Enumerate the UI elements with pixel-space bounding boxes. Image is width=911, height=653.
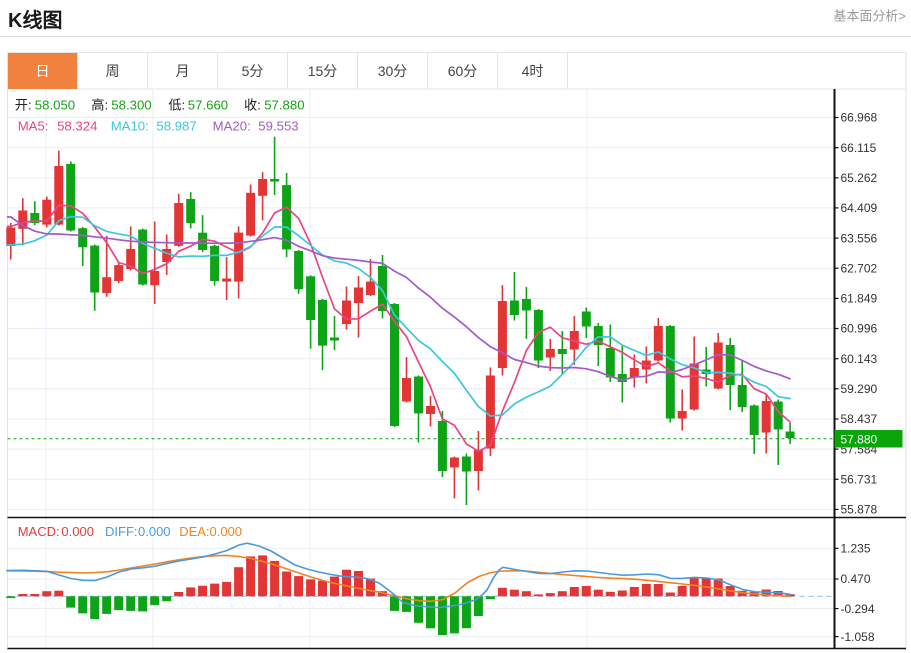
svg-text:月: 月	[176, 63, 190, 79]
svg-text:60分: 60分	[448, 63, 478, 79]
svg-text:0.470: 0.470	[841, 572, 871, 586]
svg-text:66.115: 66.115	[841, 141, 877, 155]
svg-text:-1.058: -1.058	[841, 630, 875, 644]
svg-text:61.849: 61.849	[841, 292, 878, 306]
svg-text:1.235: 1.235	[841, 542, 871, 556]
svg-text:56.731: 56.731	[841, 473, 878, 487]
svg-text:K线图: K线图	[8, 8, 62, 32]
svg-text:63.556: 63.556	[841, 231, 878, 245]
svg-text:周: 周	[106, 63, 120, 79]
svg-text:55.878: 55.878	[841, 503, 878, 517]
svg-text:58.437: 58.437	[841, 412, 878, 426]
svg-text:基本面分析>: 基本面分析>	[833, 9, 906, 24]
svg-text:60.996: 60.996	[841, 322, 878, 336]
svg-text:日: 日	[36, 63, 50, 79]
svg-text:5分: 5分	[242, 63, 264, 79]
svg-text:60.143: 60.143	[841, 352, 878, 366]
svg-text:65.262: 65.262	[841, 171, 878, 185]
svg-text:15分: 15分	[308, 63, 338, 79]
svg-text:57.880: 57.880	[841, 433, 878, 447]
svg-text:30分: 30分	[378, 63, 408, 79]
svg-text:66.968: 66.968	[841, 111, 878, 125]
svg-text:4时: 4时	[522, 63, 544, 79]
svg-text:59.290: 59.290	[841, 382, 878, 396]
svg-text:-0.294: -0.294	[841, 602, 875, 616]
svg-text:62.702: 62.702	[841, 261, 878, 275]
svg-text:64.409: 64.409	[841, 201, 878, 215]
